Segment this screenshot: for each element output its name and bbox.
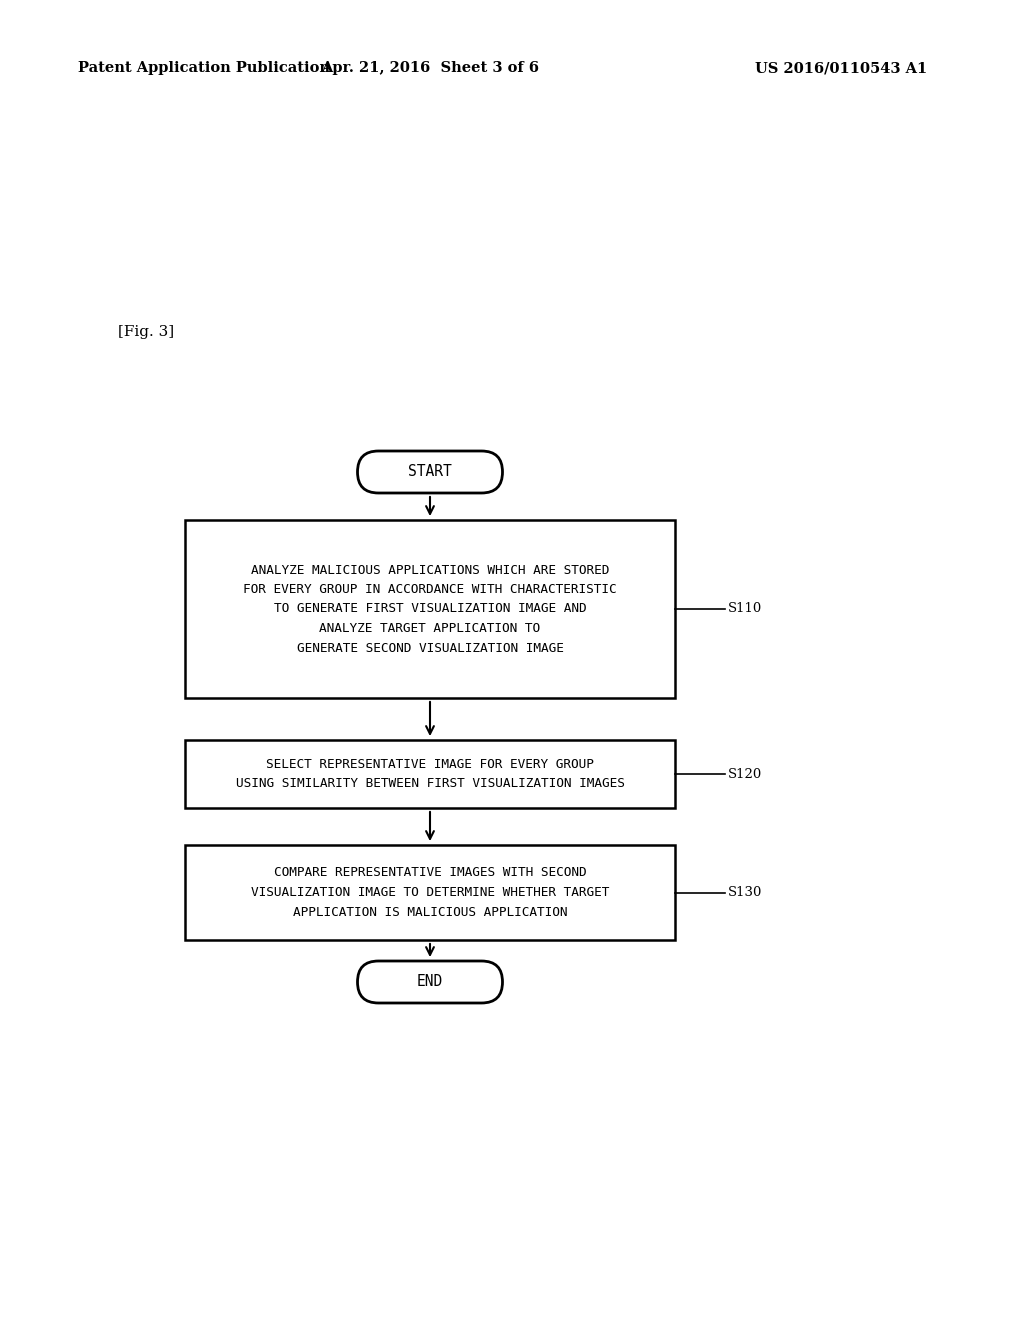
Text: END: END [417, 974, 443, 990]
Text: S130: S130 [728, 886, 763, 899]
FancyBboxPatch shape [357, 961, 503, 1003]
Bar [185, 741, 675, 808]
FancyBboxPatch shape [357, 451, 503, 492]
Text: ANALYZE MALICIOUS APPLICATIONS WHICH ARE STORED
FOR EVERY GROUP IN ACCORDANCE WI: ANALYZE MALICIOUS APPLICATIONS WHICH ARE… [243, 564, 616, 655]
Text: S120: S120 [728, 767, 762, 780]
Text: US 2016/0110543 A1: US 2016/0110543 A1 [755, 61, 928, 75]
Bar [185, 520, 675, 698]
Text: SELECT REPRESENTATIVE IMAGE FOR EVERY GROUP
USING SIMILARITY BETWEEN FIRST VISUA: SELECT REPRESENTATIVE IMAGE FOR EVERY GR… [236, 758, 625, 791]
Text: COMPARE REPRESENTATIVE IMAGES WITH SECOND
VISUALIZATION IMAGE TO DETERMINE WHETH: COMPARE REPRESENTATIVE IMAGES WITH SECON… [251, 866, 609, 919]
Bar [185, 845, 675, 940]
Text: Apr. 21, 2016  Sheet 3 of 6: Apr. 21, 2016 Sheet 3 of 6 [321, 61, 539, 75]
Text: START: START [409, 465, 452, 479]
Text: S110: S110 [728, 602, 762, 615]
Text: Patent Application Publication: Patent Application Publication [78, 61, 330, 75]
Text: [Fig. 3]: [Fig. 3] [118, 325, 174, 339]
